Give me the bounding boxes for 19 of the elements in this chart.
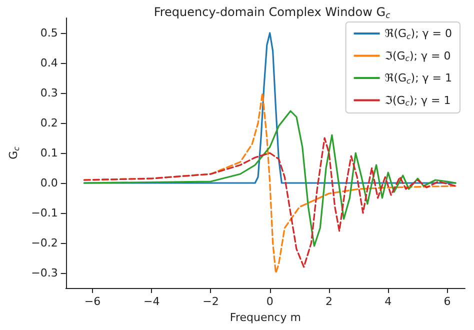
y-tick-label: 0.1 [40, 146, 58, 160]
y-tick-label: −0.1 [31, 206, 58, 220]
line-series [83, 137, 456, 268]
x-tick-label: 2 [325, 295, 332, 308]
x-tick-label: 0 [266, 295, 274, 308]
x-tick-label: −2 [202, 295, 219, 308]
y-tick-label: 0.5 [40, 26, 58, 40]
y-tick-label: 0.0 [40, 176, 58, 190]
line-series [83, 110, 456, 247]
x-tick-label: −4 [143, 295, 160, 308]
x-axis-title: Frequency m [230, 311, 301, 324]
y-tick-label: −0.3 [31, 266, 58, 280]
y-tick-label: 0.3 [40, 86, 58, 100]
y-tick-label: −0.2 [31, 236, 58, 250]
x-tick-label: 4 [384, 295, 392, 308]
y-tick-label: 0.4 [40, 56, 58, 70]
x-tick-label: −6 [84, 295, 101, 308]
x-tick-label: 6 [444, 295, 451, 308]
y-tick-label: 0.2 [40, 116, 58, 130]
